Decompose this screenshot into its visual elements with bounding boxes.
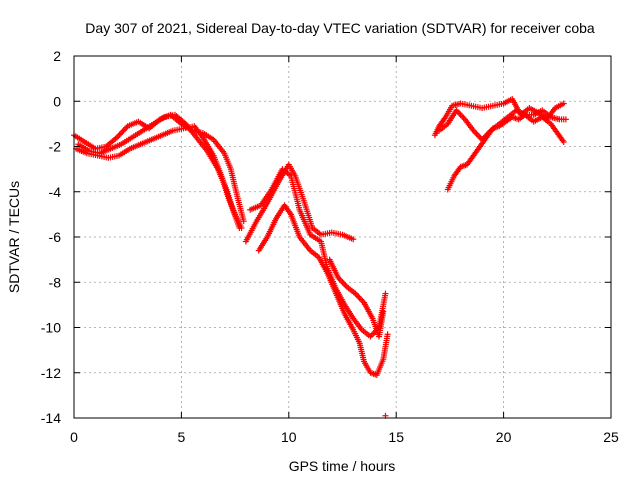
series-track-1 [71,111,247,225]
data-point [560,138,567,145]
data-points [71,95,569,419]
data-point [350,236,357,243]
y-tick-label: 0 [53,93,61,109]
x-tick-label: 0 [70,429,78,445]
y-tick-label: -2 [49,139,62,155]
series-track-11 [444,107,569,193]
x-tick-label: 20 [496,429,512,445]
axis-ticks: 0 5 10 15 20 25 -14 -12 -10 -8 -6 -4 -2 0 2 [41,48,619,445]
x-tick-label: 25 [603,429,619,445]
x-axis-label: GPS time / hours [289,458,396,474]
data-point [382,290,389,297]
chart-title: Day 307 of 2021, Sidereal Day-to-day VTE… [85,20,595,36]
y-tick-label: 2 [53,48,61,64]
y-axis-label: SDTVAR / TECUs [6,181,22,293]
y-tick-label: -6 [49,229,62,245]
x-tick-label: 10 [281,429,297,445]
data-point [562,116,569,123]
data-point [240,218,247,225]
data-point [238,224,245,231]
series-track-4 [242,161,357,245]
series-track-9 [431,95,567,139]
y-tick-label: -12 [41,365,61,381]
series-track-10 [436,107,567,145]
data-point [384,331,391,338]
data-point [380,308,387,315]
x-tick-label: 5 [178,429,186,445]
y-tick-label: -10 [41,320,61,336]
y-tick-label: -14 [41,410,61,426]
series-track-3 [73,123,245,231]
grid [74,56,611,418]
series-track-2 [75,111,243,231]
series-track-7 [326,256,387,340]
series-track-6 [255,202,391,379]
x-tick-label: 15 [388,429,404,445]
y-tick-label: -4 [49,184,62,200]
y-tick-label: -8 [49,274,62,290]
data-point [560,100,567,107]
